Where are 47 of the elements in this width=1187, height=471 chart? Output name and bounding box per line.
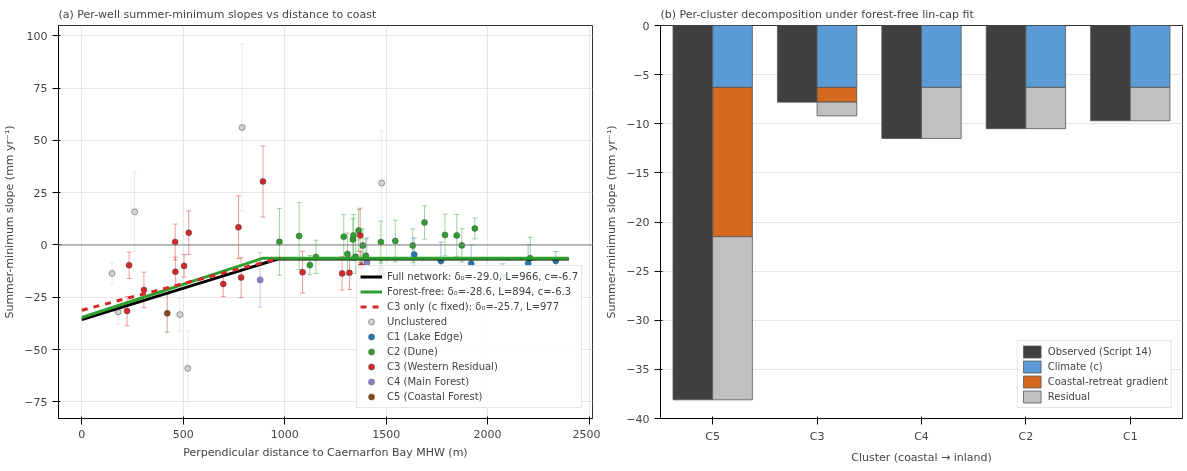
chart-title: (a) Per-well summer-minimum slopes vs distance to coast [58,7,378,21]
y-tick-label: −25 [626,265,650,279]
x-tick-label: 2500 [572,427,601,441]
legend-label: Full network: δ₀=-29.0, L=966, c=-6.7 [387,270,578,284]
legend-label: C5 (Coastal Forest) [387,390,483,404]
x-axis-title: Cluster (coastal → inland) [851,450,992,464]
y-axis-title: Summer-minimum slope (mm yr⁻¹) [605,125,619,319]
legend-label: Climate (c) [1047,360,1103,374]
y-tick-label: 100 [26,29,48,43]
legend-label: Unclustered [387,315,447,329]
x-axis-title: Perpendicular distance to Caernarfon Bay MHW (m) [183,445,468,459]
y-tick-label: 0 [40,238,48,252]
legend-label: C1 (Lake Edge) [387,330,463,344]
y-tick-label: 25 [33,186,48,200]
y-tick-label: −50 [24,343,48,357]
legend-label: C3 only (c fixed): δ₀=-25.7, L=977 [387,300,560,314]
x-tick-label: 1500 [372,427,401,441]
y-axis-title: Summer-minimum slope (mm yr⁻¹) [3,125,17,319]
legend-label: C2 (Dune) [387,345,438,359]
x-tick-label: C3 [809,429,825,443]
y-tick-label: 75 [33,82,48,96]
y-tick-label: −35 [626,363,650,377]
y-tick-label: −20 [626,216,650,229]
x-tick-label: 1000 [270,427,299,441]
y-tick-label: −15 [626,166,650,180]
x-tick-label: C4 [914,429,929,443]
y-tick-label: −10 [626,117,650,131]
y-tick-label: −30 [626,314,650,328]
x-tick-label: C5 [705,429,721,443]
x-tick-label: C2 [1018,429,1034,443]
y-tick-label: 50 [33,134,48,148]
y-tick-label: −40 [626,412,650,426]
y-tick-label: −25 [24,291,48,305]
legend-label: Residual [1047,390,1090,404]
legend-label: Coastal-retreat gradient [1047,375,1168,389]
x-tick-label: 500 [172,427,194,441]
legend-label: Forest-free: δ₀=-28.6, L=894, c=-6.3 [387,285,572,299]
y-tick-label: −5 [633,68,650,82]
x-tick-label: 0 [78,427,86,441]
legend-label: Observed (Script 14) [1047,345,1152,359]
y-tick-label: 0 [642,19,650,33]
y-tick-label: −75 [24,395,48,409]
legend-label: C3 (Western Residual) [387,360,498,374]
legend-label: C4 (Main Forest) [387,375,470,389]
x-tick-label: C1 [1122,429,1138,443]
chart-title: (b) Per-cluster decomposition under forest-free lin-cap fit [660,7,975,21]
x-tick-label: 2000 [473,427,502,441]
